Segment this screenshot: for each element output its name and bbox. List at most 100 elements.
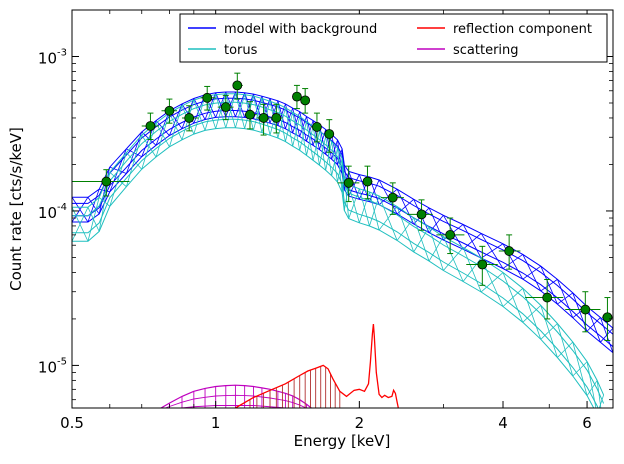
data-marker (362, 176, 373, 187)
torus-hatch (325, 141, 333, 171)
data-point (292, 84, 302, 110)
x-tick-label: 2 (355, 414, 365, 432)
torus-hatch (306, 126, 314, 156)
data-point (232, 72, 243, 100)
torus-hatch (72, 207, 89, 242)
data-point (407, 199, 433, 231)
data-point (244, 101, 257, 130)
legend: model with background torus reflection c… (179, 13, 608, 63)
torus-hatch (557, 341, 574, 358)
scattering-series (159, 384, 313, 408)
torus-band-line (72, 101, 605, 404)
torus-hatch (215, 93, 227, 129)
model-hatch (348, 174, 360, 197)
model-hatch (299, 116, 307, 137)
data-point (436, 217, 465, 255)
torus-hatch (141, 122, 157, 170)
data-point (310, 112, 322, 143)
model-hatch (600, 327, 613, 343)
data-marker (343, 177, 354, 188)
x-tick-label: 4 (498, 414, 508, 432)
data-marker (580, 304, 591, 315)
data-point (161, 98, 178, 124)
torus-hatch (480, 272, 504, 293)
y-axis-label: Count rate [cts/s/keV] (7, 127, 25, 291)
data-point (72, 169, 130, 197)
torus-hatch (299, 121, 307, 151)
torus-band-line (72, 127, 595, 408)
x-axis-label: Energy [keV] (294, 432, 391, 450)
torus-hatch (598, 394, 605, 408)
torus-hatch (502, 288, 524, 307)
torus-hatch (413, 226, 430, 253)
plot-frame (71, 9, 614, 409)
data-marker (202, 92, 213, 103)
data-marker (220, 102, 231, 113)
torus-hatch (312, 131, 320, 161)
data-marker (232, 80, 243, 91)
data-marker (245, 109, 255, 120)
data-point (337, 165, 360, 203)
model-hatch (155, 110, 170, 146)
torus-hatch (428, 236, 444, 262)
legend-label-model: model with background (224, 22, 377, 37)
model-hatch (502, 254, 524, 269)
data-marker (258, 113, 269, 123)
torus-hatch (462, 257, 482, 282)
torus-hatch (235, 94, 246, 128)
model-hatch (540, 279, 558, 292)
model-hatch (586, 317, 601, 332)
torus-hatch (225, 93, 236, 128)
model-band-line (72, 110, 613, 348)
torus-hatch (572, 361, 588, 377)
model-hatch (169, 103, 183, 136)
data-point (300, 88, 311, 114)
reflection-line (234, 324, 400, 408)
data-marker (145, 121, 156, 131)
x-tick-label: 0.5 (60, 414, 84, 432)
model-hatch (462, 233, 482, 250)
data-marker (542, 292, 553, 303)
torus-hatch (125, 135, 143, 187)
model-hatch (98, 166, 111, 215)
torus-hatch (443, 247, 464, 271)
data-marker (477, 259, 488, 270)
y-tick-exponent: -5 (57, 356, 67, 367)
model-hatch (480, 243, 504, 259)
data-marker (445, 229, 456, 240)
data-point (525, 278, 564, 320)
torus-hatch (169, 105, 183, 147)
data-point (324, 119, 335, 153)
torus-hatch (343, 184, 350, 211)
legend-label-reflection: reflection component (453, 22, 592, 37)
scattering-lower-line (178, 405, 289, 408)
data-marker (312, 122, 322, 132)
data-marker (602, 312, 613, 323)
y-tick-label: 10 (38, 358, 57, 376)
data-point (602, 297, 613, 341)
x-tick-label: 1 (211, 414, 221, 432)
data-point (466, 245, 498, 286)
torus-hatch (193, 96, 206, 135)
torus-hatch (87, 197, 100, 242)
model-hatch (235, 92, 246, 117)
model-hatch (522, 265, 542, 280)
data-marker (416, 209, 427, 220)
data-marker (101, 176, 112, 187)
model-hatch (204, 92, 217, 120)
y-tick-label: 10 (38, 49, 57, 67)
y-tick-label: 10 (38, 204, 57, 222)
data-marker (184, 113, 195, 123)
data-marker (271, 113, 282, 123)
torus-hatch (285, 112, 294, 142)
data-point (362, 165, 373, 200)
torus-hatch (341, 176, 345, 193)
legend-label-scattering: scattering (453, 43, 519, 58)
torus-band-line (72, 118, 599, 408)
model-hatch (225, 91, 236, 117)
data-marker (504, 246, 515, 256)
model-hatch (396, 198, 414, 215)
torus-hatch (378, 206, 398, 231)
model-hatch (428, 215, 444, 233)
